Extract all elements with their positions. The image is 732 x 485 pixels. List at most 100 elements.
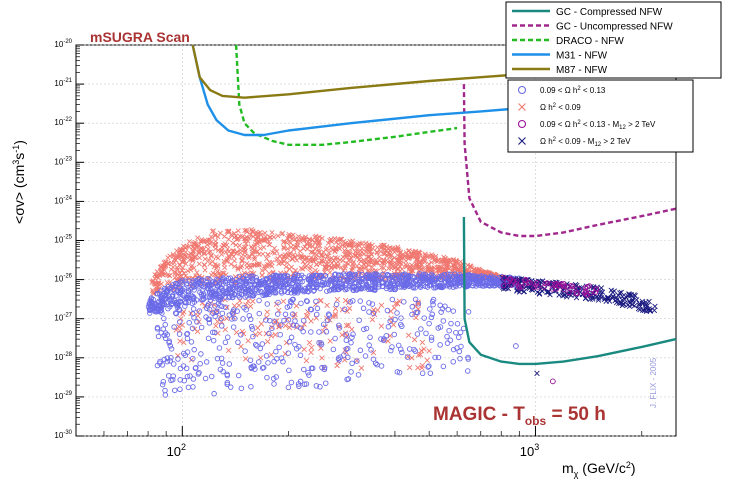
pink-point-sparse: [334, 362, 340, 369]
blue-point: [242, 287, 248, 293]
pink-point: [350, 261, 356, 267]
pink-point: [353, 242, 360, 248]
blue-point-sparse: [211, 329, 218, 336]
blue-point-sparse: [229, 316, 235, 322]
pink-point: [322, 264, 328, 270]
outlier-point: [513, 343, 519, 349]
blue-point: [207, 297, 214, 303]
blue-point-sparse: [253, 341, 259, 348]
blue-point-sparse: [280, 358, 286, 365]
blue-point: [165, 288, 171, 294]
pink-point: [182, 245, 189, 251]
pink-point-sparse: [327, 338, 333, 344]
pink-point: [232, 274, 238, 280]
blue-point: [416, 281, 422, 288]
pink-point: [186, 239, 192, 245]
blue-point-sparse: [455, 334, 462, 341]
blue-point-sparse: [432, 354, 438, 361]
blue-point-sparse: [271, 381, 277, 387]
blue-point-sparse: [216, 345, 223, 351]
blue-point-sparse: [235, 372, 242, 379]
blue-point-sparse: [195, 371, 202, 377]
navy-point: [556, 292, 562, 298]
pink-point-sparse: [419, 339, 426, 346]
blue-point: [185, 299, 192, 306]
pink-point-sparse: [303, 357, 310, 364]
blue-point-sparse: [318, 341, 325, 348]
blue-point: [147, 310, 153, 316]
legend2-marker-1: [518, 103, 526, 111]
blue-point: [387, 280, 394, 287]
pink-point: [257, 245, 263, 252]
blue-point-sparse: [430, 301, 436, 308]
blue-point: [229, 278, 236, 284]
pink-point-sparse: [194, 328, 201, 335]
pink-point: [166, 272, 172, 279]
blue-point: [311, 284, 317, 291]
blue-point-sparse: [271, 319, 278, 325]
navy-point: [578, 285, 585, 291]
blue-point: [419, 277, 426, 283]
pink-point: [393, 261, 399, 267]
pink-point: [172, 269, 178, 275]
pink-point: [159, 269, 165, 275]
pink-point: [289, 255, 295, 261]
pink-point: [342, 265, 348, 271]
pink-point: [284, 255, 290, 261]
pink-point-sparse: [378, 302, 385, 309]
blue-point-sparse: [430, 296, 437, 303]
blue-point: [437, 282, 443, 288]
blue-point-sparse: [389, 296, 396, 303]
pink-point: [354, 263, 360, 269]
blue-point-sparse: [450, 308, 457, 314]
pink-point: [391, 265, 397, 271]
blue-point-sparse: [284, 304, 291, 310]
pink-point: [294, 239, 300, 245]
blue-point-sparse: [282, 311, 289, 318]
navy-point: [614, 296, 620, 303]
blue-point: [388, 286, 395, 292]
blue-point: [263, 283, 269, 289]
blue-point-sparse: [232, 315, 238, 322]
pink-point: [255, 233, 261, 239]
blue-point-sparse: [429, 311, 435, 318]
pink-point-sparse: [215, 330, 221, 336]
blue-point-sparse: [297, 378, 304, 385]
blue-point-sparse: [349, 360, 355, 367]
navy-point: [620, 301, 626, 307]
blue-point-sparse: [164, 358, 171, 365]
pink-point-sparse: [245, 338, 251, 344]
pink-point-sparse: [324, 302, 330, 309]
purple-point: [560, 280, 567, 287]
pink-point: [246, 255, 252, 261]
scatter-points: [145, 227, 658, 398]
y-axis-label-sup1: 3: [11, 160, 21, 165]
pink-point: [363, 264, 369, 270]
blue-point-sparse: [203, 359, 210, 365]
pink-point: [347, 257, 353, 263]
pink-point: [446, 261, 452, 268]
pink-point: [271, 234, 277, 240]
pink-point-sparse: [239, 328, 246, 335]
blue-point-sparse: [289, 311, 296, 317]
pink-point: [149, 280, 155, 286]
blue-point-sparse: [192, 365, 199, 371]
pink-point: [374, 250, 380, 256]
blue-point: [263, 292, 269, 298]
blue-point-sparse: [363, 325, 370, 332]
y-tick-label: 10-20: [54, 39, 72, 49]
navy-point: [646, 307, 653, 314]
pink-point: [156, 280, 162, 286]
blue-point-sparse: [254, 343, 260, 349]
blue-point-sparse: [298, 300, 304, 307]
blue-point-sparse: [317, 384, 323, 390]
pink-point: [188, 264, 194, 270]
navy-point: [547, 291, 553, 298]
pink-point: [398, 255, 404, 261]
pink-point: [256, 261, 262, 267]
blue-point: [154, 291, 161, 297]
pink-point: [417, 253, 423, 259]
navy-point: [544, 289, 550, 296]
blue-point: [256, 289, 262, 296]
pink-point-sparse: [392, 300, 399, 307]
